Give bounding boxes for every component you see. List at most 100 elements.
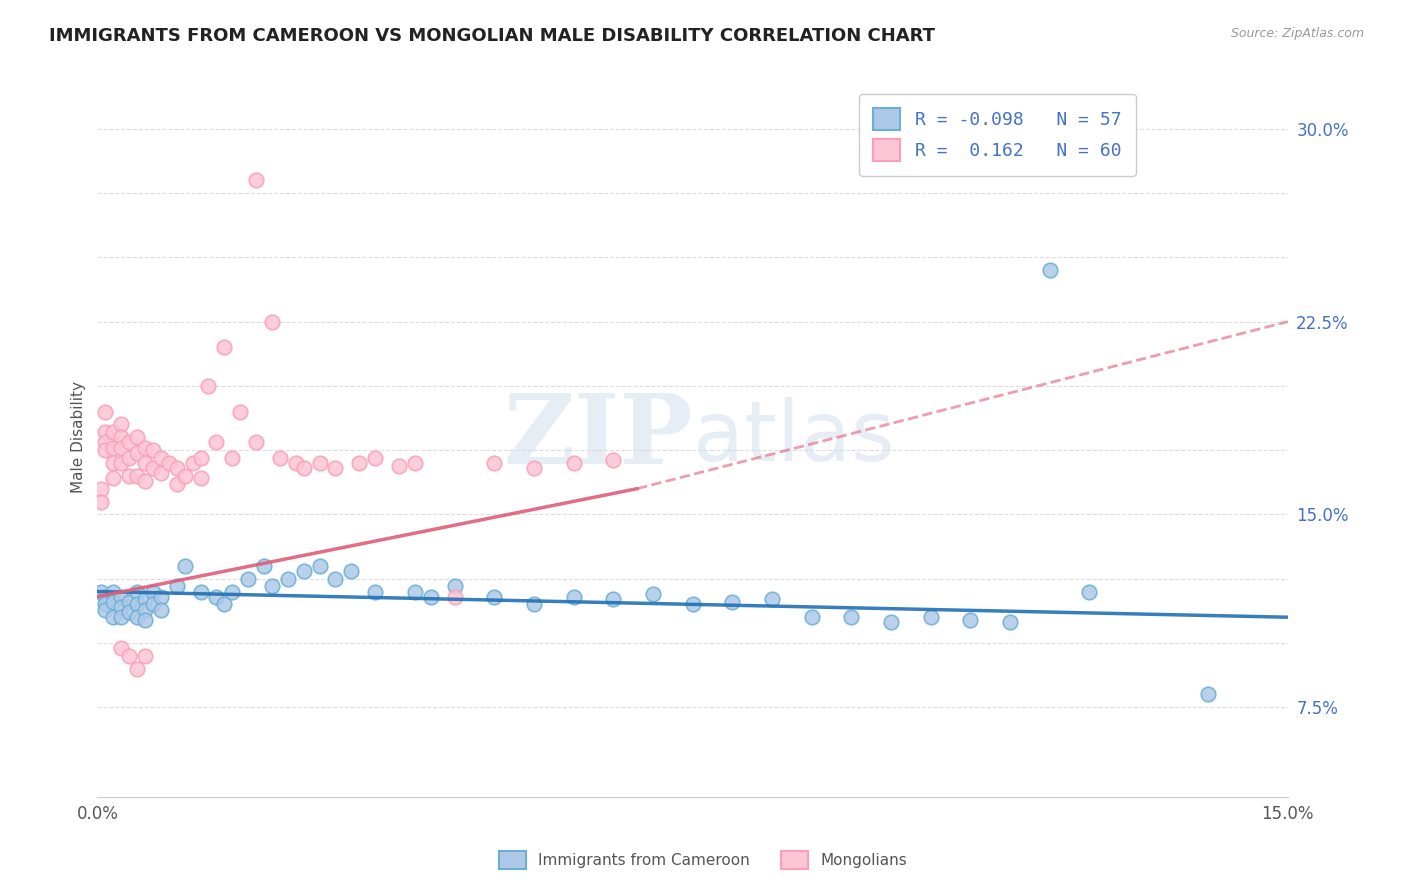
Point xyxy=(404,584,426,599)
Point xyxy=(166,579,188,593)
Point xyxy=(134,648,156,663)
Point xyxy=(134,592,156,607)
Point xyxy=(134,613,156,627)
Point xyxy=(103,610,125,624)
Text: IMMIGRANTS FROM CAMEROON VS MONGOLIAN MALE DISABILITY CORRELATION CHART: IMMIGRANTS FROM CAMEROON VS MONGOLIAN MA… xyxy=(49,27,935,45)
Point xyxy=(269,450,291,465)
Point xyxy=(236,572,259,586)
Point xyxy=(103,471,125,485)
Legend: Immigrants from Cameroon, Mongolians: Immigrants from Cameroon, Mongolians xyxy=(492,845,914,875)
Point xyxy=(197,379,219,393)
Point xyxy=(205,435,228,450)
Text: ZIP: ZIP xyxy=(503,391,693,484)
Point xyxy=(1039,263,1062,277)
Point xyxy=(214,340,236,354)
Point xyxy=(90,494,112,508)
Point xyxy=(1078,584,1101,599)
Point xyxy=(94,590,117,604)
Point xyxy=(94,602,117,616)
Point xyxy=(125,584,148,599)
Point xyxy=(173,468,195,483)
Point xyxy=(142,461,165,475)
Text: atlas: atlas xyxy=(693,397,894,478)
Point xyxy=(800,610,823,624)
Point xyxy=(388,458,411,473)
Point xyxy=(364,450,387,465)
Point xyxy=(292,564,315,578)
Point xyxy=(602,453,624,467)
Point xyxy=(142,598,165,612)
Point xyxy=(253,558,276,573)
Point xyxy=(166,476,188,491)
Point xyxy=(721,595,744,609)
Point xyxy=(229,404,252,418)
Point xyxy=(110,441,132,455)
Point xyxy=(340,564,363,578)
Point xyxy=(641,587,664,601)
Point xyxy=(94,598,117,612)
Point xyxy=(761,592,783,607)
Point xyxy=(221,584,243,599)
Point xyxy=(142,443,165,458)
Point xyxy=(205,590,228,604)
Point xyxy=(325,572,347,586)
Point xyxy=(90,584,112,599)
Point xyxy=(245,435,267,450)
Point xyxy=(134,441,156,455)
Point xyxy=(118,435,141,450)
Point xyxy=(482,590,505,604)
Point xyxy=(920,610,942,624)
Point xyxy=(308,558,330,573)
Point xyxy=(998,615,1021,630)
Point xyxy=(364,584,387,599)
Point xyxy=(118,468,141,483)
Point xyxy=(173,558,195,573)
Point xyxy=(125,446,148,460)
Point xyxy=(142,584,165,599)
Y-axis label: Male Disability: Male Disability xyxy=(72,381,86,493)
Point xyxy=(134,456,156,470)
Point xyxy=(1198,687,1220,701)
Point xyxy=(149,602,172,616)
Point xyxy=(562,590,585,604)
Point xyxy=(149,590,172,604)
Point xyxy=(103,595,125,609)
Point xyxy=(190,584,212,599)
Point xyxy=(125,662,148,676)
Point xyxy=(90,482,112,496)
Point xyxy=(325,461,347,475)
Point xyxy=(562,456,585,470)
Point xyxy=(157,456,180,470)
Point xyxy=(94,435,117,450)
Point xyxy=(110,417,132,432)
Point xyxy=(118,605,141,619)
Point xyxy=(523,598,546,612)
Point xyxy=(277,572,299,586)
Point xyxy=(292,461,315,475)
Point xyxy=(245,173,267,187)
Point xyxy=(602,592,624,607)
Point xyxy=(404,456,426,470)
Point xyxy=(880,615,903,630)
Point xyxy=(110,610,132,624)
Point xyxy=(118,450,141,465)
Point xyxy=(125,430,148,444)
Point xyxy=(190,471,212,485)
Point xyxy=(308,456,330,470)
Point xyxy=(118,595,141,609)
Point xyxy=(181,456,204,470)
Point xyxy=(149,467,172,481)
Point xyxy=(149,450,172,465)
Point xyxy=(349,456,371,470)
Point xyxy=(260,579,283,593)
Point xyxy=(103,441,125,455)
Point xyxy=(110,590,132,604)
Point xyxy=(125,468,148,483)
Point xyxy=(110,430,132,444)
Point xyxy=(959,613,981,627)
Legend: R = -0.098   N = 57, R =  0.162   N = 60: R = -0.098 N = 57, R = 0.162 N = 60 xyxy=(859,94,1136,176)
Point xyxy=(841,610,863,624)
Point xyxy=(125,598,148,612)
Point xyxy=(419,590,441,604)
Point xyxy=(125,610,148,624)
